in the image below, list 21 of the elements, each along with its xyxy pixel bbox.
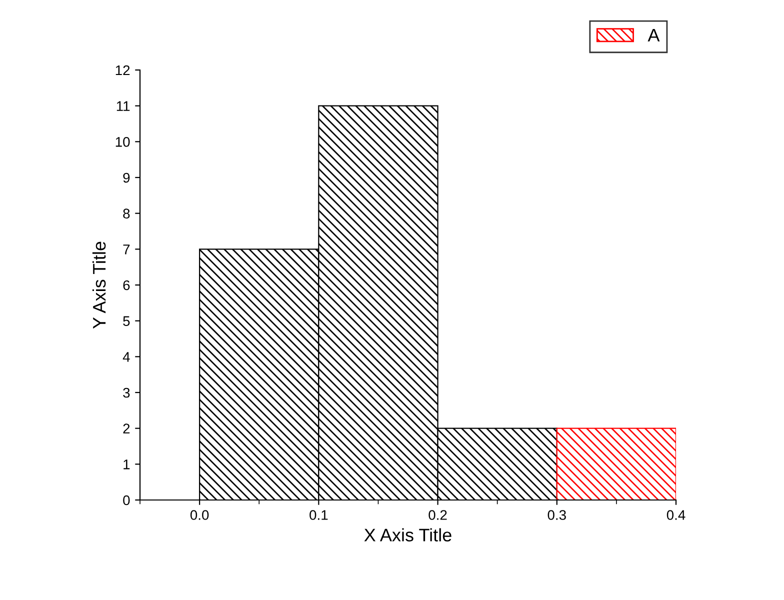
- x-tick-label: 0.1: [310, 510, 328, 520]
- y-tick-label: 6: [123, 280, 130, 290]
- y-tick-label: 3: [123, 388, 130, 398]
- y-tick-label: 11: [116, 101, 130, 111]
- x-axis-title: X Axis Title: [364, 528, 452, 542]
- y-tick-label: 9: [123, 172, 130, 183]
- y-tick-label: 1: [124, 460, 130, 470]
- y-tick-label: 2: [123, 424, 130, 434]
- x-tick-label: 0.0: [190, 510, 209, 520]
- y-tick-label: 5: [123, 316, 130, 326]
- y-axis-title: Y Axis Title: [92, 242, 106, 329]
- y-tick-label: 7: [123, 244, 130, 254]
- legend-label: A: [648, 28, 660, 42]
- x-tick-label: 0.3: [548, 510, 566, 520]
- y-tick-label: 4: [122, 352, 130, 362]
- y-tick-label: 0: [123, 495, 130, 506]
- y-tick-label: 10: [116, 137, 130, 147]
- y-tick-label: 12: [116, 65, 130, 76]
- y-tick-label: 8: [123, 208, 130, 219]
- x-tick-label: 0.2: [428, 510, 447, 520]
- x-tick-label: 0.4: [666, 510, 686, 520]
